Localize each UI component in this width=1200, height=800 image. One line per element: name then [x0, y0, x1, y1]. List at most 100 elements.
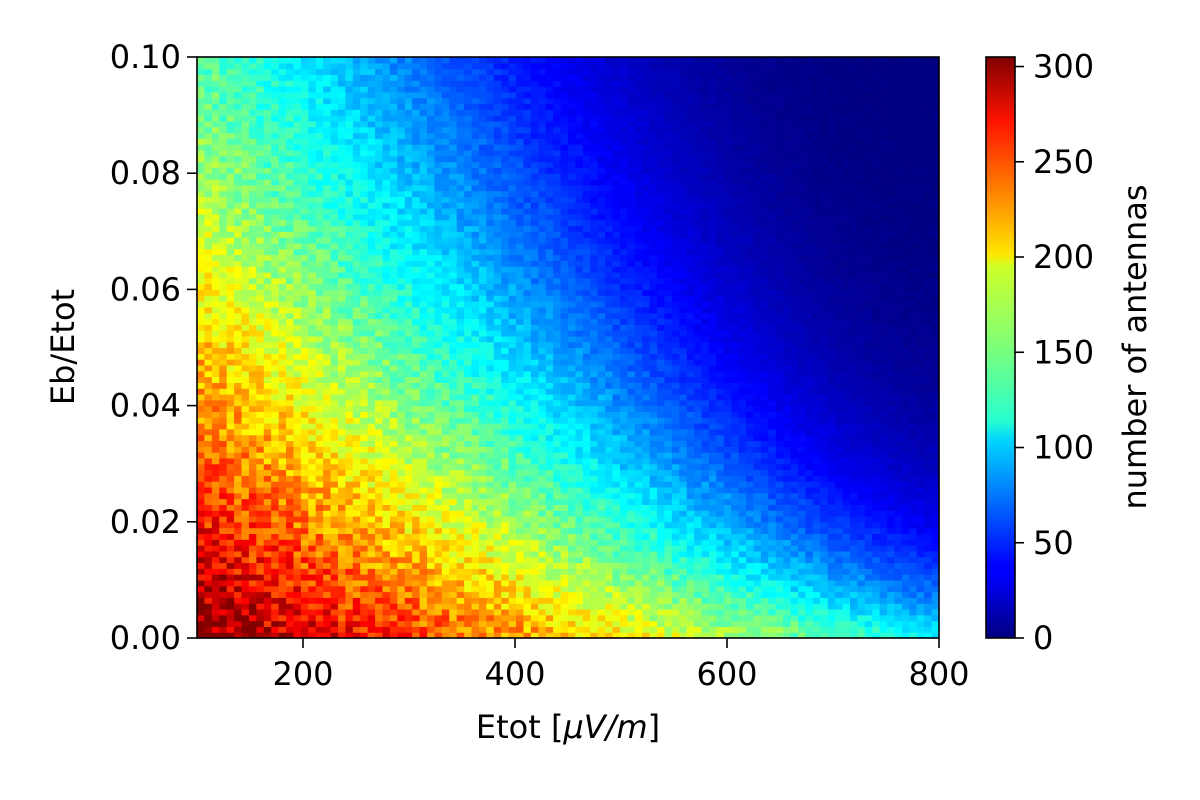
heatmap-cell: [315, 126, 324, 134]
heatmap-cell: [397, 539, 406, 546]
heatmap-cell: [286, 591, 295, 598]
heatmap-cell: [308, 626, 317, 633]
heatmap-cell: [248, 417, 257, 424]
heatmap-cell: [464, 405, 473, 413]
heatmap-cell: [323, 603, 332, 610]
heatmap-cell: [434, 347, 443, 354]
heatmap-cell: [486, 359, 495, 366]
heatmap-cell: [553, 423, 562, 430]
heatmap-cell: [271, 335, 280, 343]
heatmap-cell: [226, 510, 235, 517]
heatmap-cell: [530, 574, 539, 581]
heatmap-cell: [219, 608, 228, 616]
heatmap-cell: [530, 504, 539, 511]
heatmap-cell: [323, 80, 332, 87]
heatmap-cell: [464, 132, 473, 139]
heatmap-cell: [345, 423, 354, 430]
heatmap-cell: [197, 213, 206, 221]
heatmap-cell: [204, 347, 213, 354]
heatmap-cell: [560, 481, 569, 488]
heatmap-cell: [434, 411, 443, 418]
heatmap-cell: [530, 423, 539, 430]
heatmap-cell: [286, 382, 295, 389]
heatmap-cell: [352, 301, 361, 308]
heatmap-cell: [256, 213, 265, 221]
heatmap-cell: [486, 62, 495, 70]
heatmap-cell: [412, 423, 421, 430]
heatmap-cell: [293, 579, 302, 587]
heatmap-cell: [271, 585, 280, 593]
heatmap-cell: [382, 539, 391, 546]
heatmap-cell: [234, 254, 243, 261]
heatmap-cell: [560, 138, 569, 145]
heatmap-cell: [464, 527, 473, 535]
heatmap-cell: [271, 330, 280, 337]
heatmap-cell: [389, 109, 398, 116]
heatmap-cell: [471, 614, 480, 622]
heatmap-cell: [523, 411, 532, 418]
heatmap-cell: [501, 289, 510, 296]
heatmap-cell: [382, 574, 391, 581]
heatmap-cell: [219, 260, 228, 267]
heatmap-cell: [412, 388, 421, 395]
heatmap-cell: [397, 597, 406, 604]
heatmap-cell: [419, 324, 428, 331]
heatmap-cell: [553, 97, 562, 105]
heatmap-cell: [449, 608, 458, 616]
heatmap-cell: [360, 428, 369, 436]
heatmap-cell: [293, 539, 302, 546]
heatmap-cell: [508, 155, 517, 163]
heatmap-cell: [352, 504, 361, 511]
heatmap-cell: [278, 335, 287, 343]
heatmap-cell: [516, 550, 525, 558]
heatmap-cell: [352, 399, 361, 407]
heatmap-cell: [464, 184, 473, 192]
heatmap-cell: [397, 521, 406, 529]
heatmap-cell: [434, 57, 443, 64]
heatmap-cell: [352, 620, 361, 627]
heatmap-cell: [234, 208, 243, 215]
heatmap-cell: [323, 242, 332, 250]
heatmap-cell: [553, 149, 562, 157]
heatmap-cell: [389, 591, 398, 598]
heatmap-cell: [360, 248, 369, 256]
heatmap-cell: [412, 289, 421, 296]
heatmap-cell: [323, 115, 332, 122]
heatmap-cell: [530, 161, 539, 168]
heatmap-cell: [345, 614, 354, 622]
heatmap-cell: [367, 620, 376, 627]
heatmap-cell: [360, 405, 369, 413]
heatmap-cell: [219, 237, 228, 244]
heatmap-cell: [226, 260, 235, 267]
heatmap-cell: [516, 632, 525, 639]
heatmap-cell: [271, 318, 280, 325]
heatmap-cell: [538, 388, 547, 395]
heatmap-cell: [271, 103, 280, 110]
heatmap-cell: [360, 289, 369, 296]
heatmap-cell: [241, 86, 250, 93]
heatmap-cell: [204, 556, 213, 564]
heatmap-cell: [263, 225, 272, 232]
heatmap-cell: [278, 417, 287, 424]
heatmap-cell: [427, 225, 436, 232]
heatmap-cell: [389, 231, 398, 238]
heatmap-cell: [441, 115, 450, 122]
heatmap-cell: [397, 202, 406, 209]
heatmap-cell: [375, 91, 384, 99]
heatmap-cell: [204, 219, 213, 227]
heatmap-cell: [493, 463, 502, 471]
heatmap-cell: [278, 91, 287, 99]
heatmap-cell: [508, 242, 517, 250]
heatmap-cell: [337, 295, 346, 302]
heatmap-cell: [241, 173, 250, 180]
heatmap-cell: [300, 173, 309, 180]
heatmap-cell: [538, 283, 547, 290]
heatmap-cell: [560, 440, 569, 447]
heatmap-cell: [523, 457, 532, 465]
heatmap-cell: [501, 405, 510, 413]
heatmap-cell: [375, 556, 384, 564]
heatmap-cell: [271, 138, 280, 145]
heatmap-cell: [389, 57, 398, 64]
heatmap-cell: [219, 481, 228, 488]
heatmap-cell: [271, 225, 280, 232]
